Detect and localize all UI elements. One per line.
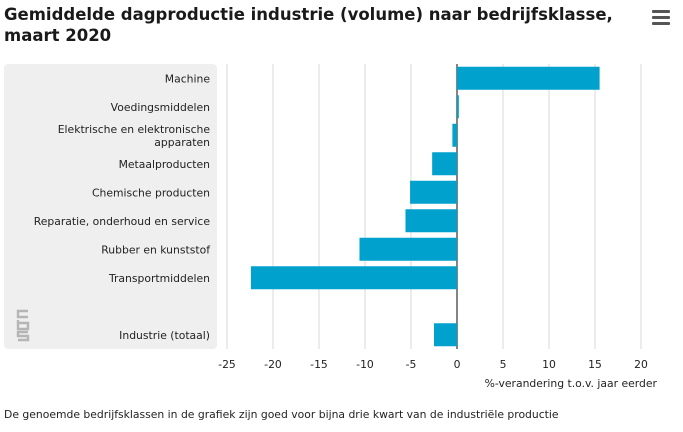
category-label: Chemische producten — [92, 186, 210, 199]
x-tick-label: -20 — [264, 358, 282, 371]
category-label: Rubber en kunststof — [101, 243, 210, 256]
bar[interactable] — [434, 323, 457, 347]
category-label: Voedingsmiddelen — [111, 101, 210, 114]
category-label: Machine — [165, 72, 211, 85]
x-axis-label: %-verandering t.o.v. jaar eerder — [485, 377, 658, 390]
x-tick-label: -10 — [356, 358, 374, 371]
category-label: Industrie (totaal) — [119, 329, 210, 342]
x-tick-label: -25 — [218, 358, 236, 371]
x-tick-label: -15 — [310, 358, 328, 371]
category-label: Metaalproducten — [119, 158, 210, 171]
x-tick-label: -5 — [406, 358, 417, 371]
hamburger-menu-icon[interactable] — [652, 10, 670, 26]
bar[interactable] — [359, 237, 457, 261]
x-tick-label: 15 — [588, 358, 602, 371]
bar[interactable] — [452, 123, 457, 147]
x-tick-label: 5 — [500, 358, 507, 371]
bar[interactable] — [410, 180, 457, 204]
bar[interactable] — [457, 95, 459, 119]
category-label: Reparatie, onderhoud en service — [34, 215, 211, 228]
category-label: Transportmiddelen — [108, 272, 210, 285]
category-label-panel — [4, 64, 217, 349]
cbs-logo-icon — [16, 309, 30, 342]
bar[interactable] — [250, 266, 457, 290]
bar-chart: Machine Voedingsmiddelen Elektrische en el… — [4, 64, 658, 390]
bar[interactable] — [432, 152, 457, 176]
chart-title: Gemiddelde dagproductie industrie (volum… — [4, 5, 613, 45]
category-label: apparaten — [154, 136, 210, 149]
x-tick-label: 0 — [454, 358, 461, 371]
category-label: Elektrische en elektronische — [58, 123, 211, 136]
bar[interactable] — [457, 66, 600, 90]
footnote: De genoemde bedrijfsklassen in de grafie… — [4, 408, 559, 421]
bar[interactable] — [405, 209, 457, 233]
x-tick-label: 10 — [542, 358, 556, 371]
x-tick-label: 20 — [634, 358, 648, 371]
